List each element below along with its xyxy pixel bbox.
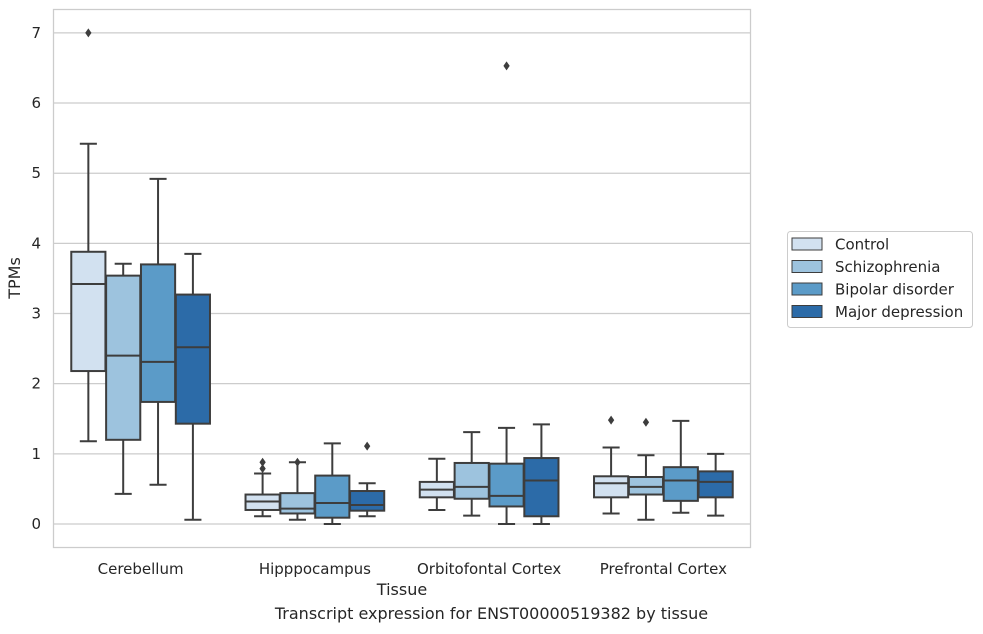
y-axis-label: TPMs	[5, 257, 24, 300]
outlier-point	[607, 415, 615, 425]
y-tick-label: 5	[31, 164, 41, 182]
outlier-point	[259, 464, 266, 474]
legend-label: Bipolar disorder	[835, 281, 955, 299]
outlier-point	[259, 457, 266, 467]
box	[105, 274, 142, 441]
box	[70, 250, 107, 373]
y-tick-label: 6	[31, 94, 41, 112]
x-tick-label: Prefrontal Cortex	[600, 560, 727, 578]
chart-caption: Transcript expression for ENST0000051938…	[274, 604, 709, 623]
box-group	[70, 28, 107, 443]
box	[139, 263, 177, 403]
box	[279, 492, 316, 515]
y-tick-labels: 0 1 2 3 4 5 6 7	[31, 24, 41, 533]
legend-frame	[787, 231, 973, 328]
box-group	[662, 419, 699, 514]
box-group	[314, 442, 351, 525]
box	[662, 466, 699, 502]
y-tick-label: 2	[31, 375, 41, 393]
y-tick-label: 3	[31, 305, 41, 323]
legend-label: Major depression	[835, 303, 963, 321]
outlier-point	[642, 417, 650, 427]
box	[453, 461, 490, 500]
legend-label: Control	[835, 236, 889, 254]
outlier-point	[85, 28, 92, 38]
box	[349, 490, 386, 512]
box	[697, 470, 734, 499]
box-group	[174, 252, 211, 521]
box-group	[697, 452, 734, 517]
box-group	[593, 415, 630, 515]
plot-frame	[52, 8, 752, 549]
box-group	[279, 457, 316, 521]
box	[523, 457, 560, 518]
x-tick-label: Cerebellum	[98, 560, 184, 578]
box	[314, 474, 351, 519]
legend: Control Schizophrenia Bipolar disorder Majo…	[787, 231, 973, 328]
boxes	[70, 28, 734, 525]
legend-swatch	[791, 260, 823, 273]
legend-label: Schizophrenia	[835, 258, 940, 276]
box	[174, 293, 211, 425]
y-tick-label: 7	[31, 24, 41, 42]
box-group	[105, 262, 142, 495]
box	[593, 475, 630, 499]
legend-swatch	[791, 282, 823, 296]
box-group	[488, 61, 525, 525]
x-tick-labels: Cerebellum Hipppocampus Orbitofontal Corte…	[98, 560, 727, 578]
y-tick-label: 0	[31, 515, 41, 533]
outlier-point	[364, 441, 371, 451]
box-group	[418, 457, 455, 511]
box-group	[139, 177, 177, 486]
box-group	[523, 423, 560, 525]
legend-swatch	[791, 237, 823, 251]
x-tick-label: Hipppocampus	[259, 560, 371, 578]
box-group	[453, 431, 490, 517]
x-tick-label: Orbitofontal Cortex	[417, 560, 561, 578]
box-group	[349, 441, 386, 518]
legend-swatch	[791, 305, 823, 318]
y-tick-label: 1	[31, 445, 41, 463]
box-group	[627, 417, 665, 521]
outlier-point	[294, 457, 301, 467]
box	[627, 475, 665, 496]
box-group	[244, 457, 281, 518]
outlier-point	[503, 61, 510, 71]
x-axis-label: Tissue	[376, 580, 427, 599]
box	[488, 462, 525, 508]
y-tick-label: 4	[31, 234, 41, 252]
